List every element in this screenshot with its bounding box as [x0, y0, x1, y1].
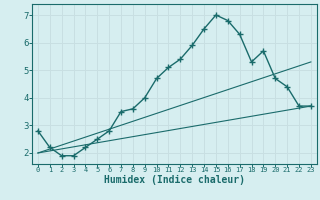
- X-axis label: Humidex (Indice chaleur): Humidex (Indice chaleur): [104, 175, 245, 185]
